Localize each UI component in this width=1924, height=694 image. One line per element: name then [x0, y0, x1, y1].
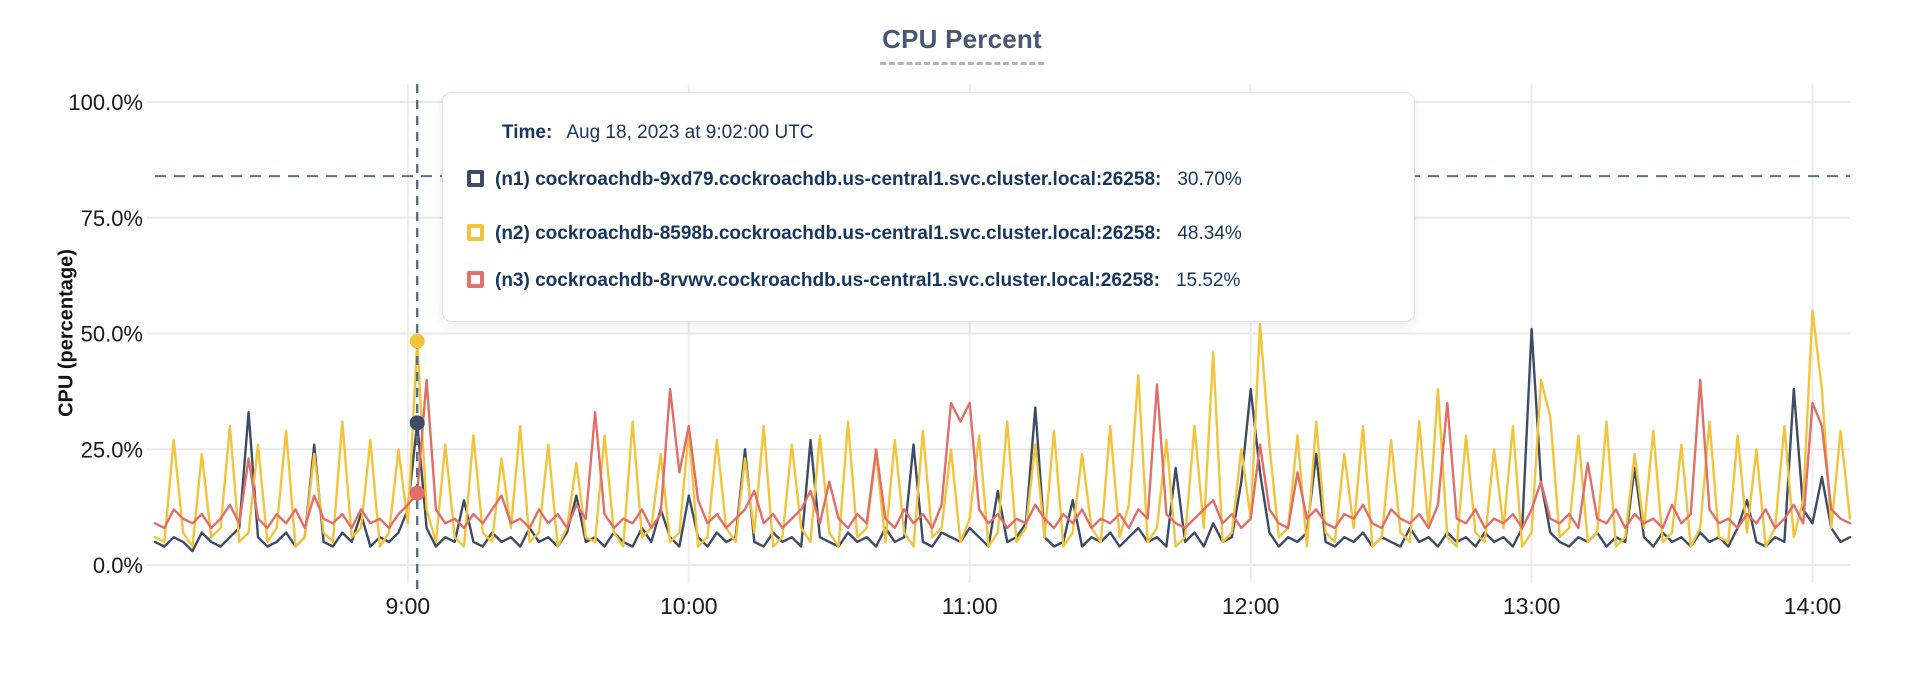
x-tick-label: 14:00: [1784, 593, 1842, 619]
series-label-n2: (n2) cockroachdb-8598b.cockroachdb.us-ce…: [495, 223, 1162, 244]
tooltip-time-row: Time: Aug 18, 2023 at 9:02:00 UTC: [502, 120, 814, 146]
series-value-n1: 30.70%: [1177, 169, 1242, 190]
series-swatch-n3: [467, 271, 484, 288]
y-tick-label: 100.0%: [68, 90, 143, 115]
x-tick-label: 12:00: [1222, 593, 1280, 619]
series-line-n1: [153, 327, 1852, 553]
series-swatch-n2: [467, 224, 484, 241]
hover-dot-n1: [409, 415, 425, 431]
x-tick-label: 9:00: [385, 593, 430, 619]
series-label-n1: (n1) cockroachdb-9xd79.cockroachdb.us-ce…: [495, 169, 1162, 190]
tooltip-series-row-n3: (n3) cockroachdb-8rvwv.cockroachdb.us-ce…: [467, 268, 1240, 294]
x-tick-label: 13:00: [1503, 593, 1561, 619]
chart-title: CPU Percent: [880, 24, 1044, 65]
tooltip-time-value: Aug 18, 2023 at 9:02:00 UTC: [566, 122, 814, 143]
series-value-n3: 15.52%: [1175, 270, 1241, 291]
series-label-n3: (n3) cockroachdb-8rvwv.cockroachdb.us-ce…: [495, 270, 1160, 291]
y-tick-label: 75.0%: [81, 206, 143, 231]
hover-dot-n2: [409, 333, 425, 349]
x-tick-label: 10:00: [660, 593, 718, 619]
y-tick-label: 25.0%: [81, 437, 143, 462]
hover-dot-n3: [409, 485, 425, 501]
series-line-n2: [153, 309, 1852, 548]
chart-tooltip: Time: Aug 18, 2023 at 9:02:00 UTC (n1) co…: [442, 92, 1415, 322]
tooltip-time-label: Time:: [502, 122, 553, 143]
y-tick-label: 0.0%: [93, 553, 143, 578]
tooltip-series-row-n1: (n1) cockroachdb-9xd79.cockroachdb.us-ce…: [467, 167, 1242, 193]
y-tick-label: 50.0%: [81, 322, 143, 347]
series-value-n2: 48.34%: [1177, 223, 1242, 244]
series-swatch-n1: [467, 170, 484, 187]
tooltip-series-row-n2: (n2) cockroachdb-8598b.cockroachdb.us-ce…: [467, 221, 1242, 247]
series-line-n3: [153, 378, 1852, 530]
x-tick-label: 11:00: [942, 593, 998, 619]
